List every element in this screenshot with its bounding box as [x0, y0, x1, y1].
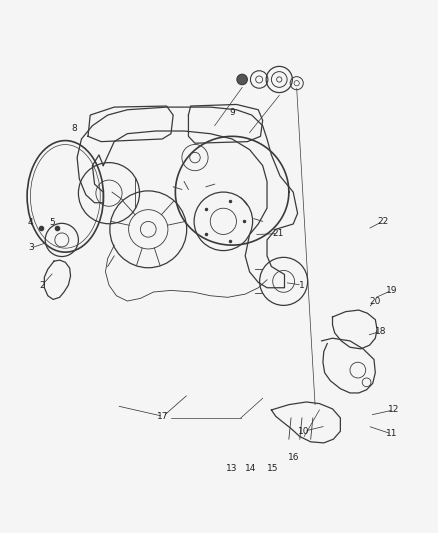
- Text: 22: 22: [377, 217, 389, 226]
- Text: 12: 12: [388, 406, 399, 415]
- Text: 16: 16: [288, 453, 300, 462]
- Text: 2: 2: [39, 280, 45, 289]
- Text: 1: 1: [299, 280, 305, 289]
- Text: 15: 15: [267, 464, 279, 473]
- Text: 19: 19: [386, 286, 397, 295]
- Text: 14: 14: [245, 464, 257, 473]
- Text: 5: 5: [49, 219, 55, 228]
- Text: 18: 18: [375, 327, 386, 336]
- Text: 3: 3: [28, 244, 34, 253]
- Text: 8: 8: [71, 124, 77, 133]
- Text: 17: 17: [157, 412, 169, 421]
- Text: 10: 10: [298, 427, 310, 435]
- Text: 11: 11: [386, 430, 397, 438]
- Text: 20: 20: [369, 296, 381, 305]
- Text: 4: 4: [28, 219, 33, 228]
- Text: 13: 13: [226, 464, 238, 473]
- Text: 9: 9: [229, 108, 235, 117]
- Text: 21: 21: [272, 229, 284, 238]
- Circle shape: [237, 74, 247, 85]
